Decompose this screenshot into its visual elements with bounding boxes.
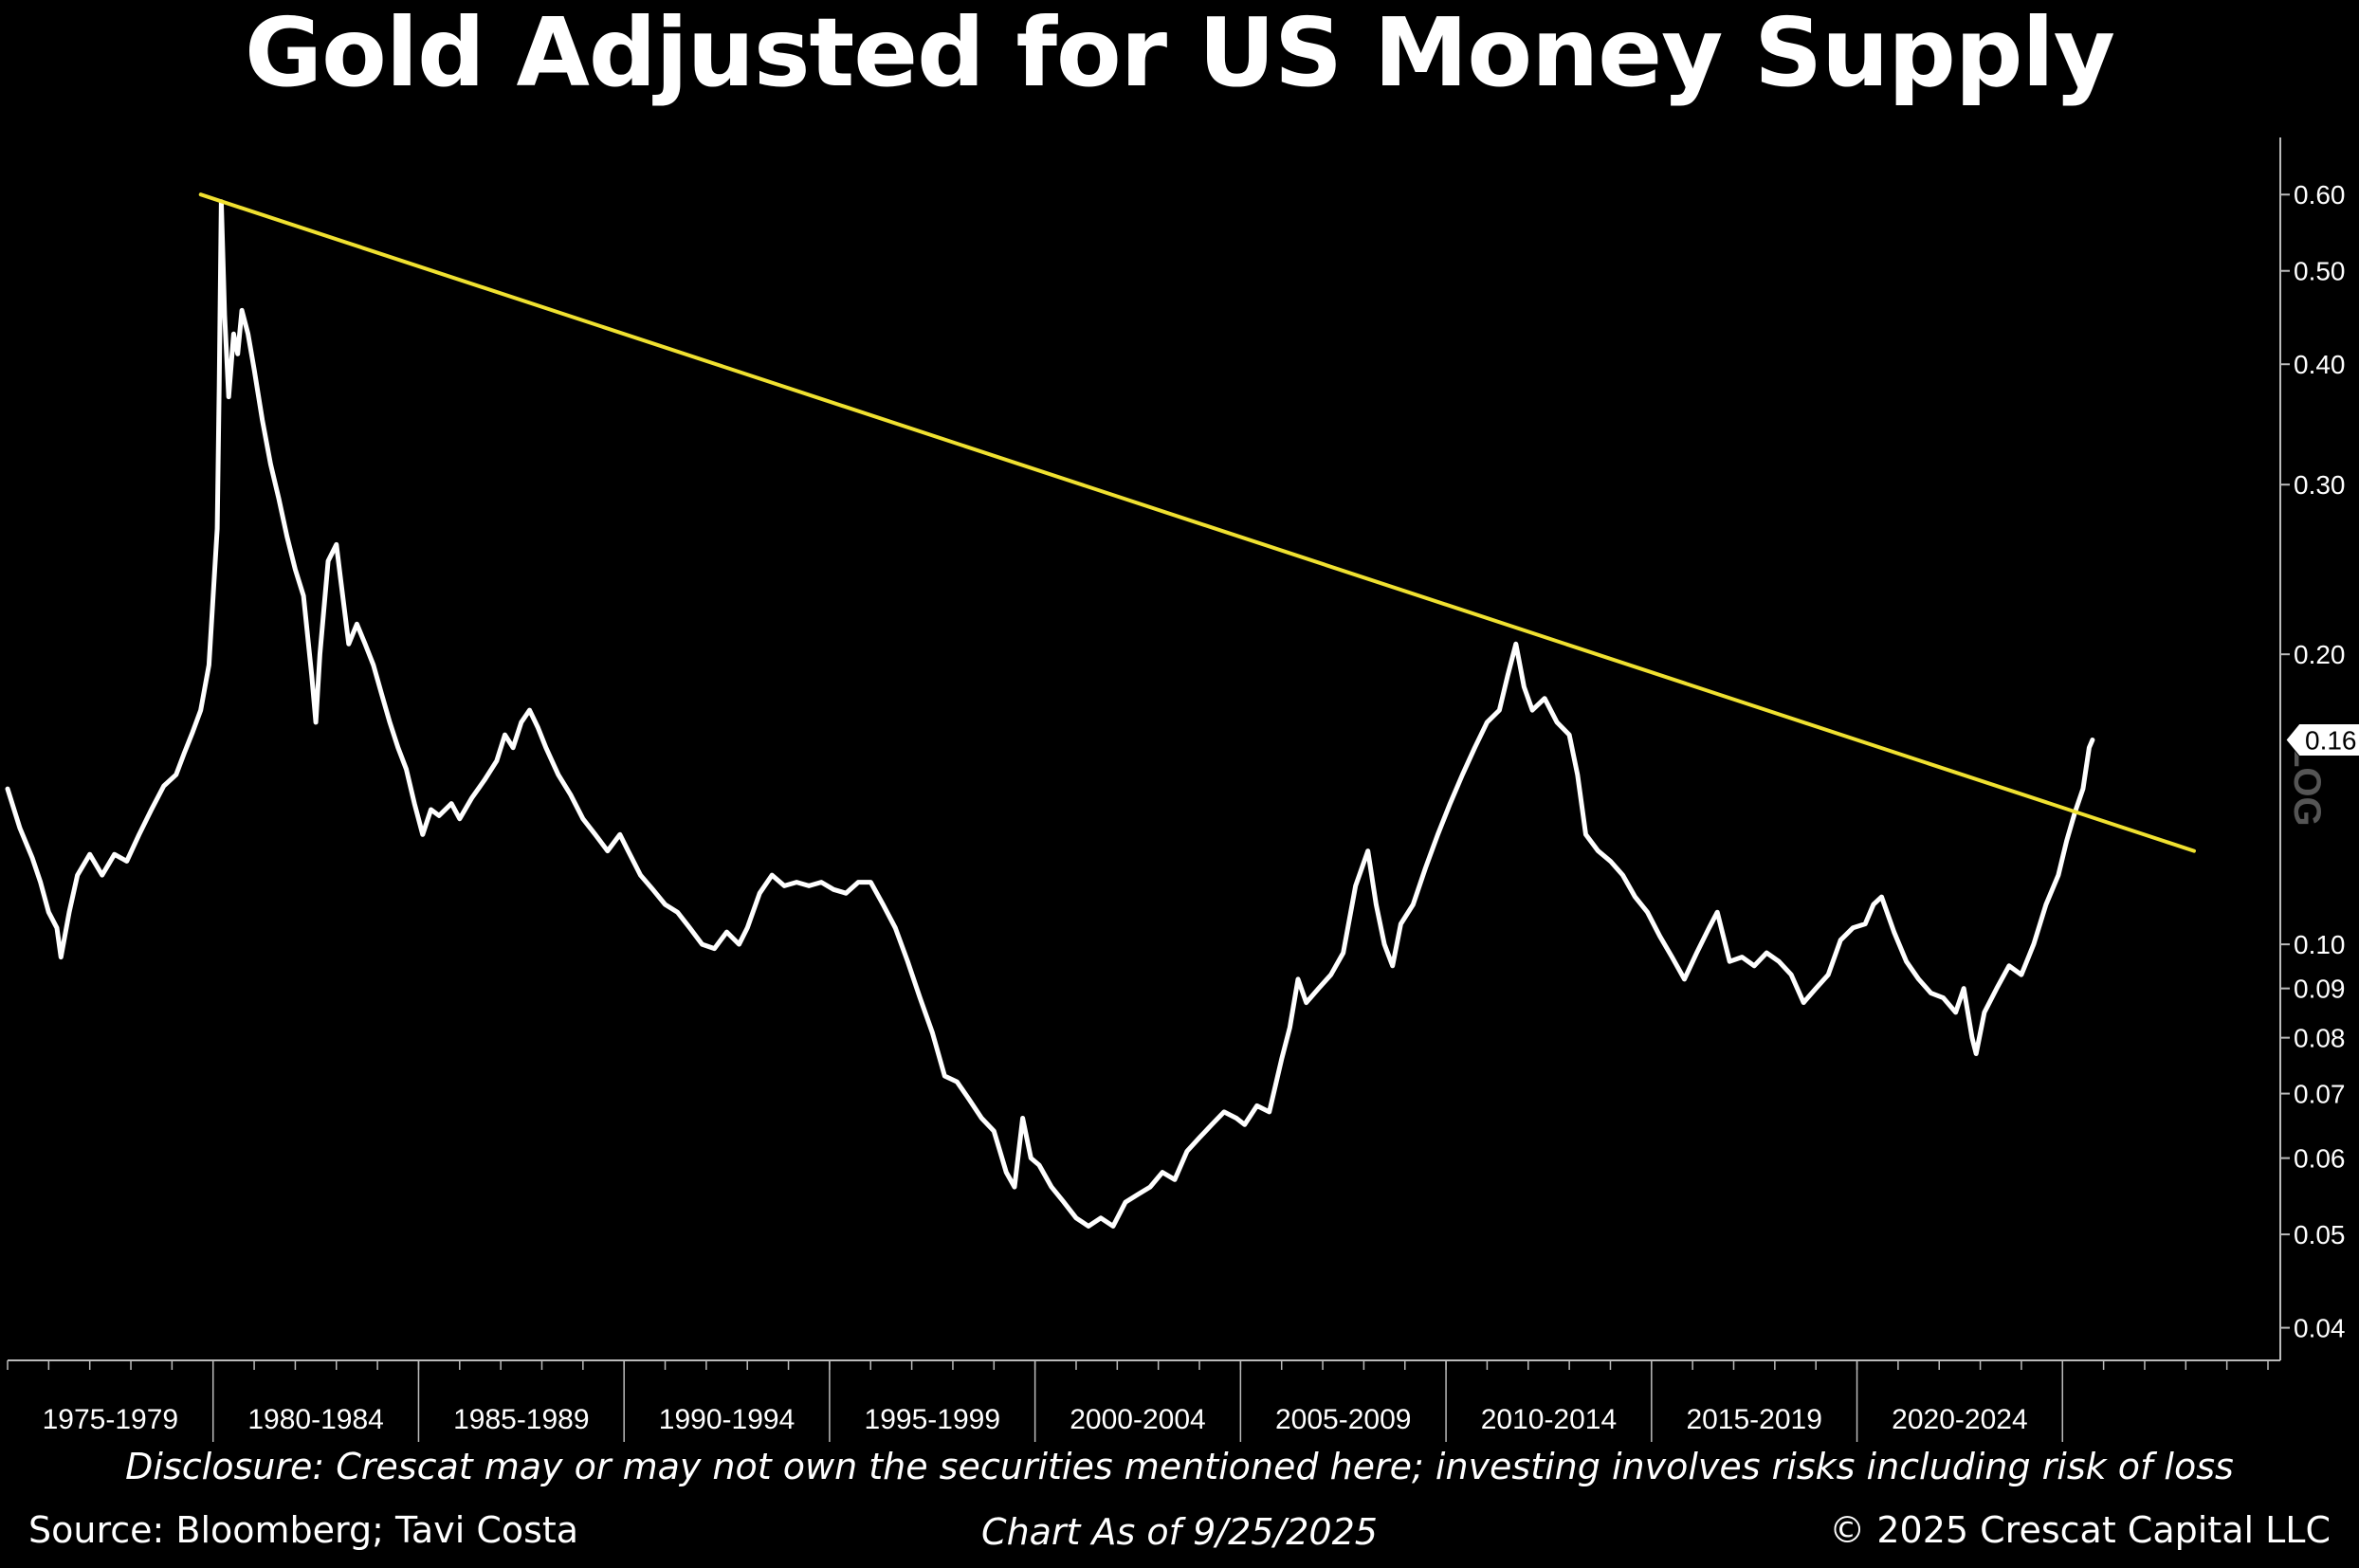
chart-title: Gold Adjusted for US Money Supply bbox=[245, 0, 2115, 108]
x-period-label: 1995-1999 bbox=[865, 1404, 1000, 1435]
disclosure-text: Disclosure: Crescat may or may not own t… bbox=[125, 1446, 2234, 1487]
y-tick-label: 0.20 bbox=[2294, 640, 2346, 669]
x-period-label: 2020-2024 bbox=[1892, 1404, 2027, 1435]
gold-money-supply-line bbox=[5, 199, 2095, 1229]
chart-as-of-date: Chart As of 9/25/2025 bbox=[981, 1511, 1378, 1553]
chart-plot: 0.04 0.05 0.06 0.07 0.08 0.09 0.10 0.20 0.30 0.40… bbox=[5, 137, 2359, 1442]
last-value-tag bbox=[2285, 722, 2359, 757]
x-period-label: 2005-2009 bbox=[1275, 1404, 1411, 1435]
x-period-label: 1985-1989 bbox=[453, 1404, 589, 1435]
x-period-label: 2000-2004 bbox=[1070, 1404, 1205, 1435]
y-tick-label: 0.06 bbox=[2294, 1144, 2346, 1174]
y-tick-label: 0.07 bbox=[2294, 1080, 2346, 1109]
axes-layer bbox=[7, 137, 2290, 1442]
x-period-label: 1990-1994 bbox=[659, 1404, 795, 1435]
labels-layer: 0.04 0.05 0.06 0.07 0.08 0.09 0.10 0.20 0.30 0.40… bbox=[43, 180, 2359, 1435]
y-tick-label: 0.60 bbox=[2294, 180, 2346, 210]
y-tick-label: 0.30 bbox=[2294, 470, 2346, 500]
y-tick-label: 0.05 bbox=[2294, 1220, 2346, 1249]
y-tick-label: 0.50 bbox=[2294, 257, 2346, 286]
x-period-label: 1980-1984 bbox=[247, 1404, 383, 1435]
x-period-label: 2010-2014 bbox=[1481, 1404, 1617, 1435]
y-tick-label: 0.08 bbox=[2294, 1024, 2346, 1053]
downtrend-line bbox=[198, 192, 2196, 853]
y-tick-label: 0.09 bbox=[2294, 975, 2346, 1004]
last-value-label: 0.16 bbox=[2305, 725, 2357, 755]
source-text: Source: Bloomberg; Tavi Costa bbox=[28, 1509, 579, 1551]
copyright-text: © 2025 Crescat Capital LLC bbox=[1829, 1509, 2331, 1551]
x-period-label: 1975-1979 bbox=[43, 1404, 178, 1435]
log-scale-marker: LOG bbox=[2286, 744, 2328, 827]
x-period-label: 2015-2019 bbox=[1686, 1404, 1821, 1435]
series-layer bbox=[5, 192, 2196, 1229]
y-tick-label: 0.04 bbox=[2294, 1314, 2346, 1343]
y-tick-label: 0.40 bbox=[2294, 350, 2346, 379]
y-tick-label: 0.10 bbox=[2294, 930, 2346, 959]
